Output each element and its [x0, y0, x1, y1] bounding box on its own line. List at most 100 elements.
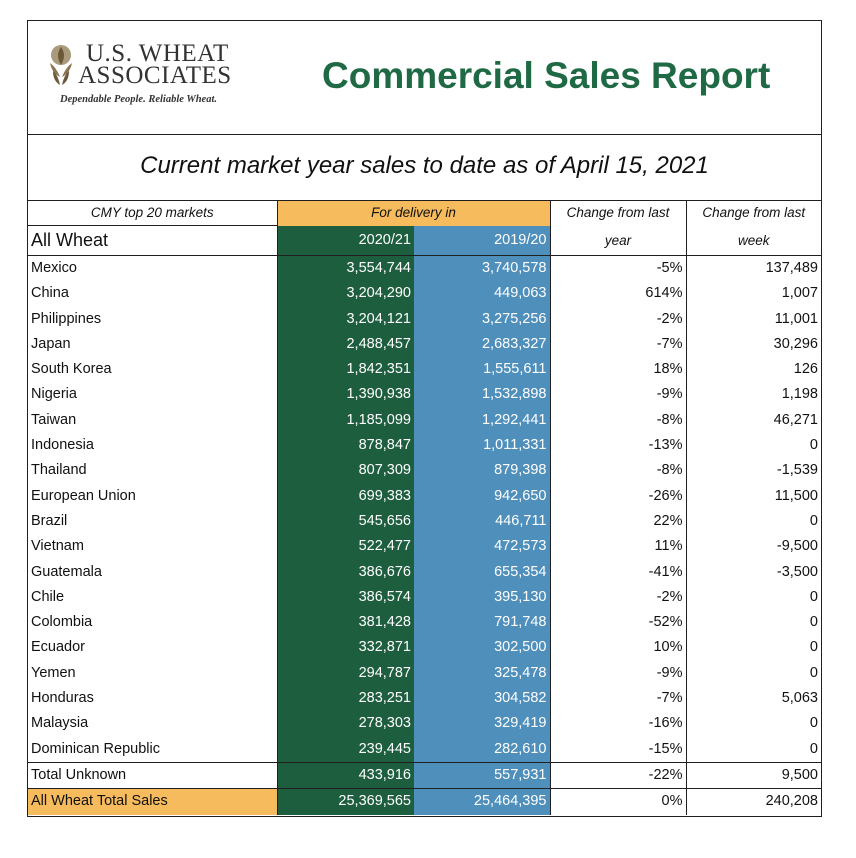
- sales-report: U.S. WHEAT ASSOCIATES Dependable People.…: [27, 20, 822, 817]
- change-from-last-year-cell: 22%: [549, 508, 686, 535]
- sales-2019-20-cell: 1,292,441: [414, 407, 550, 434]
- wheat-emblem-icon: [50, 45, 72, 85]
- change-from-last-week-cell: 126: [685, 357, 821, 383]
- sales-2020-21-cell: 239,445: [276, 736, 414, 763]
- change-from-last-year-cell: -22%: [549, 761, 686, 789]
- change-from-last-week-cell: 0: [685, 660, 821, 687]
- market-cell: Vietnam: [31, 538, 84, 555]
- market-cell: Dominican Republic: [31, 740, 160, 757]
- table-row: Yemen 294,787 325,478 -9% 0: [28, 660, 821, 687]
- table-row: Brazil 545,656 446,711 22% 0: [28, 508, 821, 535]
- change-from-last-week-cell: 0: [685, 635, 821, 661]
- change-from-last-year-cell: -52%: [549, 610, 686, 636]
- table-row: Dominican Republic 239,445 282,610 -15% 0: [28, 736, 821, 763]
- change-year-header-line-2: year: [549, 225, 686, 256]
- sales-2019-20-cell: 302,500: [414, 635, 550, 661]
- table-row: Taiwan 1,185,099 1,292,441 -8% 46,271: [28, 407, 821, 434]
- table-row: Thailand 807,309 879,398 -8% -1,539: [28, 458, 821, 484]
- change-from-last-week-cell: 0: [685, 433, 821, 459]
- change-from-last-week-cell: 0: [685, 610, 821, 636]
- sales-2019-20-cell: 791,748: [414, 610, 550, 636]
- section-label: All Wheat: [28, 225, 277, 256]
- sales-2020-21-cell: 3,554,744: [276, 255, 414, 282]
- change-from-last-week-cell: 11,001: [685, 306, 821, 332]
- sales-2019-20-cell: 304,582: [414, 686, 550, 712]
- change-from-last-week-cell: -9,500: [685, 534, 821, 560]
- market-cell: Brazil: [31, 512, 68, 529]
- market-cell: Ecuador: [31, 639, 86, 656]
- sales-table: CMY top 20 markets For delivery in Chang…: [28, 201, 821, 815]
- change-from-last-week-cell: 30,296: [685, 331, 821, 358]
- report-header: U.S. WHEAT ASSOCIATES Dependable People.…: [28, 21, 821, 135]
- market-cell: Total Unknown: [28, 761, 277, 789]
- change-from-last-week-cell: 1,007: [685, 281, 821, 307]
- sales-2019-20-cell: 557,931: [414, 761, 550, 789]
- change-from-last-week-cell: 1,198: [685, 382, 821, 408]
- change-week-header-line-2: week: [685, 225, 821, 256]
- sales-2020-21-cell: 807,309: [276, 458, 414, 484]
- change-from-last-week-cell: 9,500: [685, 761, 821, 789]
- sales-2020-21-cell: 522,477: [276, 534, 414, 560]
- change-from-last-week-cell: 137,489: [685, 255, 821, 282]
- sales-2019-20-cell: 655,354: [414, 559, 550, 585]
- table-row: Philippines 3,204,121 3,275,256 -2% 11,001: [28, 306, 821, 332]
- change-from-last-year-cell: -2%: [549, 584, 686, 611]
- change-from-last-year-cell: -8%: [549, 458, 686, 484]
- change-from-last-week-cell: 240,208: [685, 788, 821, 815]
- sales-2019-20-cell: 449,063: [414, 281, 550, 307]
- change-from-last-week-cell: -3,500: [685, 559, 821, 585]
- market-cell: Mexico: [31, 260, 77, 276]
- sales-2019-20-cell: 25,464,395: [414, 788, 550, 815]
- change-from-last-year-cell: -7%: [549, 331, 686, 358]
- table-row: Ecuador 332,871 302,500 10% 0: [28, 635, 821, 661]
- markets-column-header: CMY top 20 markets: [28, 201, 277, 226]
- market-cell: Honduras: [31, 690, 94, 707]
- change-from-last-year-cell: 0%: [549, 788, 686, 815]
- sales-2020-21-cell: 699,383: [276, 483, 414, 509]
- sales-2019-20-cell: 879,398: [414, 458, 550, 484]
- table-row: China 3,204,290 449,063 614% 1,007: [28, 281, 821, 307]
- sales-2020-21-cell: 433,916: [276, 761, 414, 789]
- sales-2020-21-cell: 545,656: [276, 508, 414, 535]
- market-cell: European Union: [31, 487, 136, 504]
- sales-2019-20-cell: 3,275,256: [414, 306, 550, 332]
- sales-2020-21-cell: 381,428: [276, 610, 414, 636]
- market-cell: Japan: [31, 335, 71, 352]
- market-cell: All Wheat Total Sales: [28, 788, 277, 815]
- change-from-last-year-cell: -2%: [549, 306, 686, 332]
- table-row: European Union 699,383 942,650 -26% 11,500: [28, 483, 821, 509]
- market-cell: Indonesia: [31, 437, 94, 454]
- change-year-header-line-1: Change from last: [549, 201, 686, 226]
- sales-2020-21-cell: 332,871: [276, 635, 414, 661]
- change-from-last-year-cell: -26%: [549, 483, 686, 509]
- logo-name-line-1: U.S. WHEAT: [86, 40, 229, 67]
- change-from-last-week-cell: 0: [685, 736, 821, 763]
- market-cell: Nigeria: [31, 386, 77, 403]
- change-from-last-week-cell: 46,271: [685, 407, 821, 434]
- logo-name-line-2: ASSOCIATES: [78, 62, 232, 89]
- market-cell: Yemen: [31, 664, 76, 681]
- table-row: Malaysia 278,303 329,419 -16% 0: [28, 711, 821, 737]
- sales-2020-21-cell: 878,847: [276, 433, 414, 459]
- sales-2019-20-cell: 3,740,578: [414, 255, 550, 282]
- sales-2020-21-cell: 386,574: [276, 584, 414, 611]
- market-cell: Guatemala: [31, 563, 102, 580]
- logo-tagline: Dependable People. Reliable Wheat.: [60, 94, 217, 105]
- sales-2020-21-cell: 3,204,290: [276, 281, 414, 307]
- change-from-last-year-cell: -15%: [549, 736, 686, 763]
- change-week-header-line-1: Change from last: [685, 201, 821, 226]
- table-header-row-2: All Wheat 2020/21 2019/20 year week: [28, 225, 821, 256]
- market-cell: South Korea: [31, 361, 112, 378]
- sales-2019-20-cell: 1,555,611: [414, 357, 550, 383]
- market-cell: Taiwan: [31, 411, 77, 428]
- market-cell: Thailand: [31, 462, 87, 479]
- sales-2019-20-cell: 2,683,327: [414, 331, 550, 358]
- change-from-last-week-cell: -1,539: [685, 458, 821, 484]
- change-from-last-week-cell: 0: [685, 508, 821, 535]
- table-row: All Wheat Total Sales 25,369,565 25,464,39…: [28, 788, 821, 815]
- table-header-row-1: CMY top 20 markets For delivery in Chang…: [28, 201, 821, 226]
- year-previous-header: 2019/20: [414, 225, 550, 256]
- sales-2020-21-cell: 278,303: [276, 711, 414, 737]
- change-from-last-year-cell: -9%: [549, 382, 686, 408]
- table-row: Japan 2,488,457 2,683,327 -7% 30,296: [28, 331, 821, 358]
